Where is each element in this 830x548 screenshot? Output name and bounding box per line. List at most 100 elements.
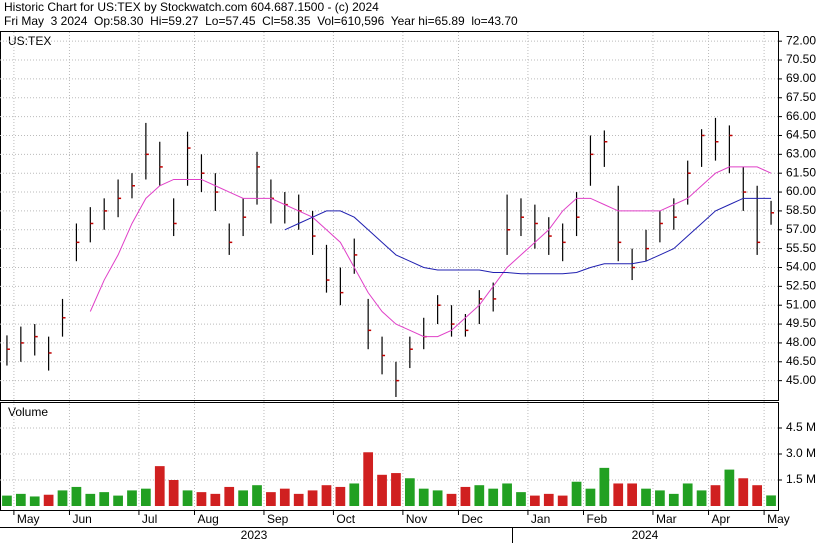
volume-bar [349,483,360,506]
y-tick-label: 48.00 [786,335,816,349]
volume-bar [196,492,207,506]
year-label: 2023 [241,528,268,542]
volume-bar [404,478,415,506]
y-tick-label: 4.5 M [786,420,816,434]
volume-bar [252,485,262,506]
volume-bar [29,496,40,506]
volume-bar [418,488,429,506]
volume-bar [377,474,387,506]
price-frame [0,31,779,401]
volume-bar [168,480,179,506]
x-tick-label: Jan [531,512,550,526]
volume-bar [641,488,651,506]
volume-bar [710,485,721,506]
volume-bar [293,493,304,506]
header-title: Historic Chart for US:TEX by Stockwatch.… [4,0,379,14]
volume-bar [321,485,332,506]
y-tick-label: 52.50 [786,279,816,293]
volume-bar [57,490,68,506]
volume-bar [655,490,665,506]
x-tick-label: Mar [656,512,677,526]
volume-bar [335,486,346,506]
x-tick-label: Feb [587,512,608,526]
volume-bar [752,485,763,506]
volume-bar [738,478,749,506]
volume-bar [543,493,554,506]
year-label: 2024 [632,528,659,542]
y-tick-label: 54.00 [786,260,816,274]
x-tick-label: Apr [712,512,731,526]
volume-bar [627,483,637,506]
volume-bar [696,490,707,506]
x-tick-label: Oct [336,512,355,526]
volume-bar [432,490,443,506]
y-tick-label: 61.50 [786,165,816,179]
y-tick-label: 46.50 [786,354,816,368]
x-tick-label: Jun [72,512,91,526]
volume-bar [2,495,12,506]
volume-bar [307,490,318,506]
y-tick-label: 60.00 [786,184,816,198]
y-tick-label: 58.50 [786,203,816,217]
volume-bar [71,486,82,506]
x-tick-label: Aug [198,512,219,526]
x-tick-label: Dec [461,512,482,526]
x-tick-label: Sep [267,512,289,526]
volume-bar [85,493,96,506]
volume-bar [266,492,276,506]
x-tick-label: Nov [406,512,427,526]
volume-bar [502,483,512,506]
y-tick-label: 49.50 [786,316,816,330]
price-panel-title: US:TEX [8,34,51,48]
volume-bar [488,488,499,506]
volume-bar [238,490,248,506]
volume-bar [585,488,596,506]
y-tick-label: 69.00 [786,71,816,85]
volume-bar [182,490,193,506]
y-tick-label: 45.00 [786,373,816,387]
volume-bar [682,483,693,506]
volume-bar [279,488,290,506]
volume-bar [599,467,610,506]
y-tick-label: 72.00 [786,33,816,47]
volume-bar [557,495,568,506]
volume-bar [446,493,457,506]
volume-bar [391,473,401,506]
volume-bar [474,485,485,506]
y-tick-label: 64.50 [786,128,816,142]
volume-bar [141,488,151,506]
volume-bar [113,495,123,506]
volume-panel-title: Volume [8,405,48,419]
y-tick-label: 3.0 M [786,446,816,460]
volume-bar [15,493,26,506]
x-tick-label: May [17,512,40,526]
volume-bar [766,495,776,506]
volume-bar [516,492,526,506]
volume-bar [224,486,235,506]
volume-bar [530,495,540,506]
y-tick-label: 63.00 [786,147,816,161]
volume-bar [99,492,110,506]
volume-bar [43,494,54,506]
x-tick-label: May [767,512,790,526]
moving-average [89,166,772,338]
volume-bar [154,466,165,506]
x-tick-label: Jul [142,512,157,526]
volume-bar [613,483,624,506]
volume-bar [210,493,221,506]
y-tick-label: 67.50 [786,90,816,104]
y-tick-label: 57.00 [786,222,816,236]
volume-frame [0,402,779,511]
y-tick-label: 51.00 [786,297,816,311]
volume-bar [724,469,735,506]
moving-average [284,197,772,275]
volume-bar [460,486,471,506]
volume-bar [571,481,582,506]
y-tick-label: 1.5 M [786,472,816,486]
volume-bar [363,452,374,506]
y-tick-label: 55.50 [786,241,816,255]
y-tick-label: 66.00 [786,109,816,123]
volume-bar [127,490,137,506]
